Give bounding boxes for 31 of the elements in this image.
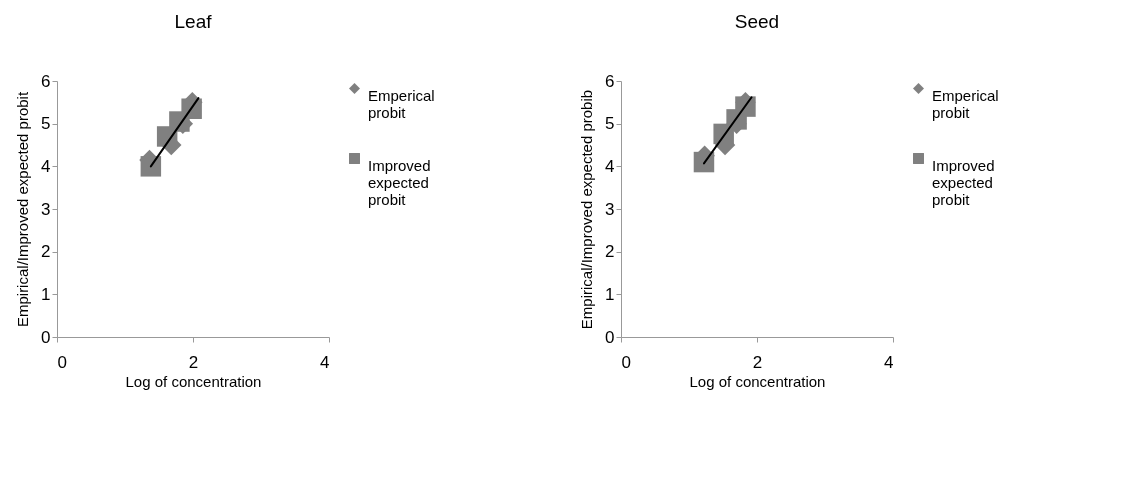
y-tick-label: 3 bbox=[41, 199, 51, 219]
legend-label: Improved expected probit bbox=[368, 156, 431, 208]
y-tick-label: 2 bbox=[41, 242, 51, 262]
y-tick-label: 6 bbox=[41, 71, 51, 91]
chart-title: Seed bbox=[734, 11, 780, 32]
point bbox=[140, 156, 162, 177]
y-tick-label: 4 bbox=[41, 156, 51, 176]
y-axis-title: Empirical/Improved expected probib bbox=[578, 89, 596, 330]
y-tick-label: 4 bbox=[605, 156, 615, 176]
y-tick-label: 5 bbox=[605, 114, 615, 134]
y-tick-label: 0 bbox=[41, 327, 51, 347]
y-tick-label: 5 bbox=[41, 114, 51, 134]
y-tick-label: 0 bbox=[605, 327, 615, 347]
legend-label: Emperical probit bbox=[932, 86, 999, 121]
legend-label: Emperical probit bbox=[368, 86, 435, 121]
x-tick-label: 0 bbox=[57, 352, 67, 372]
y-tick-label: 1 bbox=[41, 284, 51, 304]
legend-label: Improved expected probit bbox=[932, 156, 995, 208]
x-tick-label: 2 bbox=[188, 352, 199, 372]
x-tick-label: 0 bbox=[621, 352, 631, 372]
x-tick-label: 2 bbox=[752, 352, 763, 372]
x-tick-label: 4 bbox=[320, 352, 330, 372]
x-axis-title: Log of concentration bbox=[125, 372, 262, 390]
chart-title: Leaf bbox=[174, 11, 213, 32]
y-tick-label: 6 bbox=[605, 71, 615, 91]
y-axis-title: Empirical/Improved expected probit bbox=[14, 91, 32, 328]
y-tick-label: 3 bbox=[605, 199, 615, 219]
y-tick-label: 1 bbox=[605, 284, 615, 304]
x-tick-label: 4 bbox=[884, 352, 894, 372]
y-tick-label: 2 bbox=[605, 242, 615, 262]
x-axis-title: Log of concentration bbox=[689, 372, 826, 390]
